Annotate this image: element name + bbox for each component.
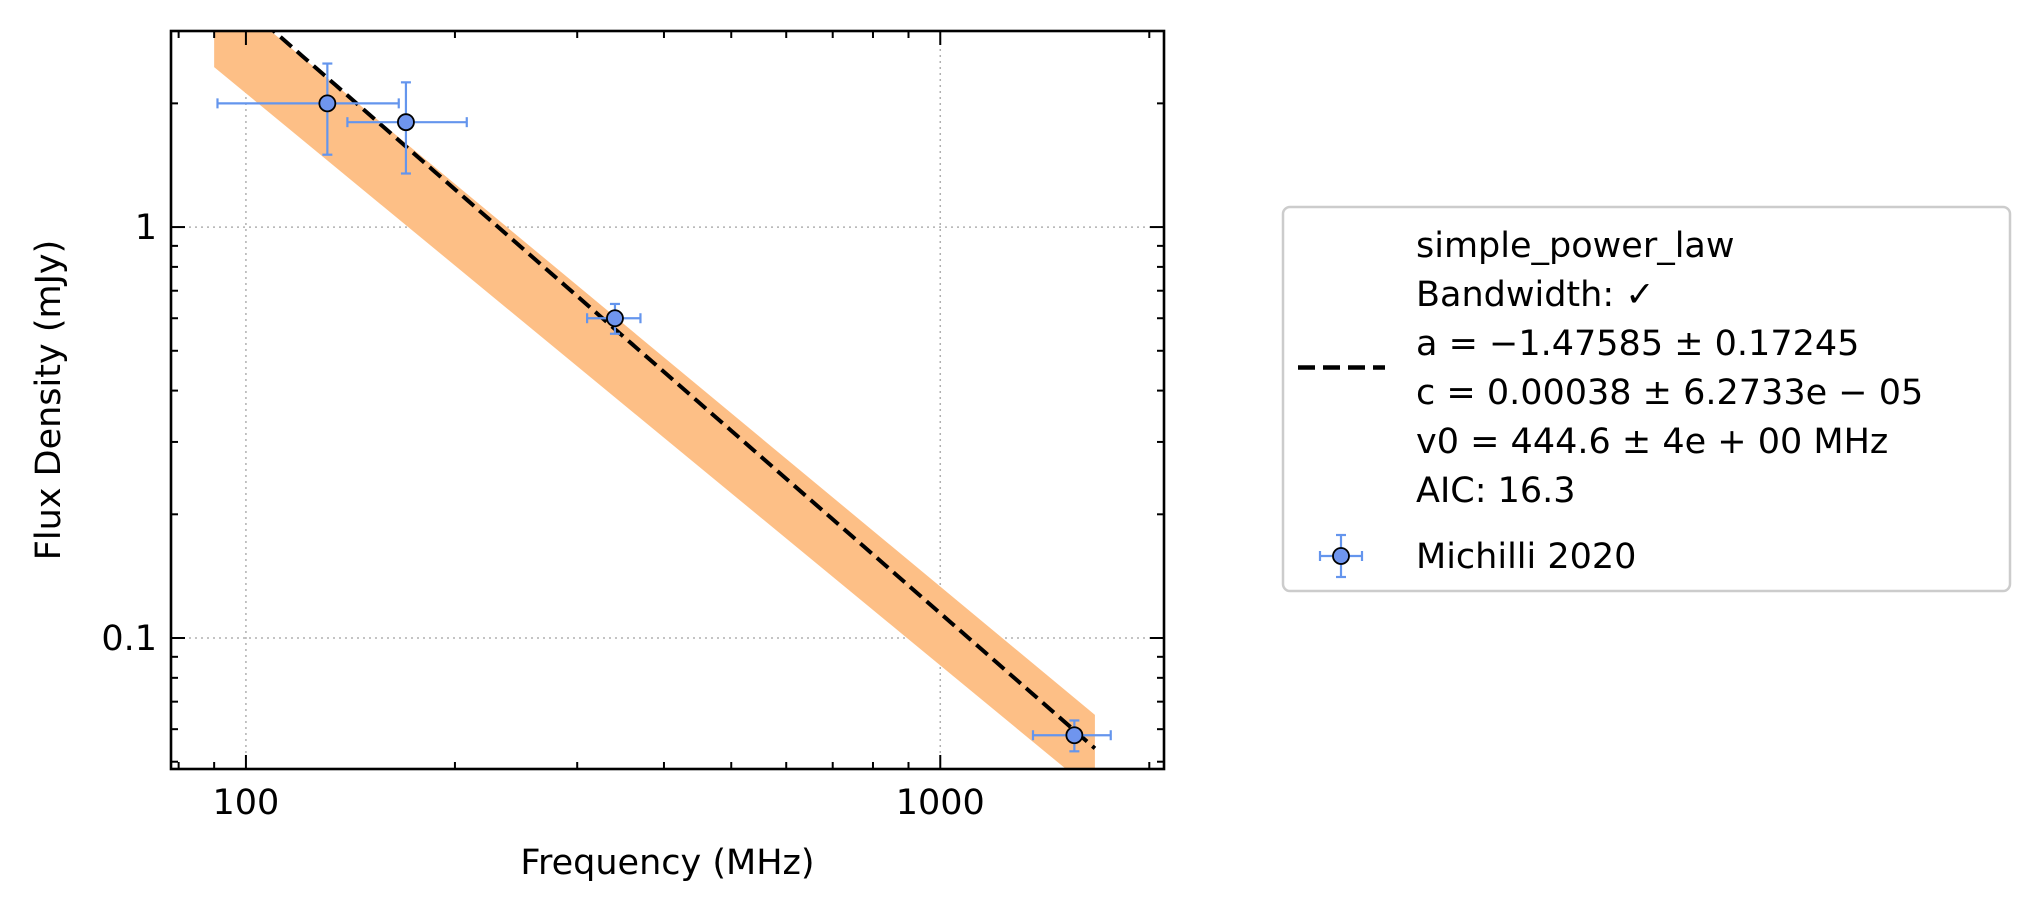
legend-fit-text: Bandwidth: ✓ bbox=[1416, 275, 1655, 315]
fit-uncertainty-band bbox=[214, 31, 1095, 769]
data-point bbox=[216, 62, 400, 156]
axes: 100 1000 1 0.1 bbox=[101, 29, 1166, 823]
data-marker bbox=[1065, 726, 1084, 745]
data-point bbox=[346, 81, 468, 175]
legend-fit-text: a = −1.47585 ± 0.17245 bbox=[1416, 324, 1859, 364]
data-point bbox=[585, 302, 642, 335]
legend-fit-text: simple_power_law bbox=[1416, 226, 1735, 266]
data-marker bbox=[606, 309, 624, 328]
plot-inner bbox=[171, 31, 1164, 769]
x-axis-label: Frequency (MHz) bbox=[520, 843, 814, 883]
legend-fit-text: AIC: 16.3 bbox=[1416, 471, 1576, 511]
y-tick-label: 0.1 bbox=[101, 619, 157, 659]
legend-data-marker bbox=[1318, 533, 1364, 579]
legend-fit-text: v0 = 444.6 ± 4e + 00 MHz bbox=[1416, 422, 1888, 462]
legend-box bbox=[1281, 205, 2012, 593]
data-marker bbox=[397, 113, 415, 132]
data-point bbox=[1031, 719, 1112, 753]
fit-line bbox=[270, 31, 1097, 750]
plot-area bbox=[171, 31, 1164, 769]
legend-fit-text: c = 0.00038 ± 6.2733e − 05 bbox=[1416, 373, 1923, 413]
legend-data-text: Michilli 2020 bbox=[1416, 537, 1636, 577]
x-tick-label: 1000 bbox=[896, 783, 985, 823]
plot-frame bbox=[169, 29, 1166, 771]
y-tick-label: 1 bbox=[135, 208, 157, 248]
data-marker bbox=[318, 94, 337, 113]
legend: simple_power_law Bandwidth: ✓ a = −1.47585… bbox=[1281, 205, 2012, 593]
legend-marker-circle bbox=[1332, 547, 1350, 565]
y-axis-label: Flux Density (mJy) bbox=[29, 240, 69, 561]
x-tick-label: 100 bbox=[213, 783, 280, 823]
